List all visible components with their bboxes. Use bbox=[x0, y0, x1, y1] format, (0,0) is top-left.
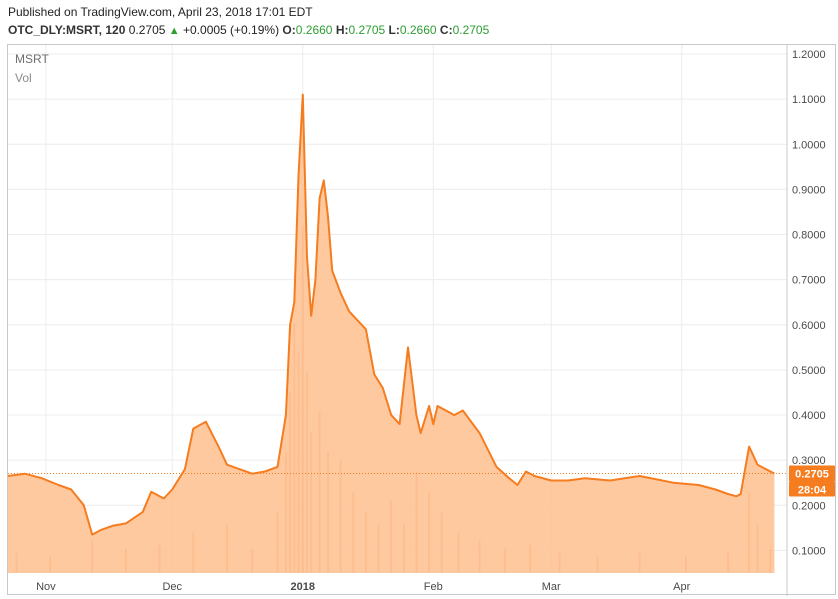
x-tick-label: Nov bbox=[36, 581, 56, 593]
high-value: 0.2705 bbox=[348, 23, 386, 37]
y-tick-label: 0.1000 bbox=[792, 545, 826, 557]
low-label: L: bbox=[388, 23, 400, 37]
legend-volume[interactable]: Vol bbox=[15, 71, 32, 85]
price-line bbox=[8, 93, 775, 536]
countdown-tag: 28:04 bbox=[798, 484, 827, 496]
y-tick-label: 0.2000 bbox=[792, 500, 826, 512]
y-axis[interactable]: 0.1000 0.2000 0.3000 0.4000 0.5000 0.6000 0.70… bbox=[792, 49, 826, 557]
x-tick-label: Dec bbox=[162, 581, 182, 593]
x-axis[interactable]: Nov Dec 2018 Feb Mar Apr bbox=[36, 581, 691, 593]
x-tick-label: Mar bbox=[542, 581, 561, 593]
countdown-tag-bg bbox=[789, 481, 835, 497]
y-tick-label: 0.5000 bbox=[792, 365, 826, 377]
high-label: H: bbox=[335, 23, 349, 37]
close-value: 0.2705 bbox=[452, 23, 490, 37]
price-tag: 0.2705 28:04 bbox=[789, 465, 835, 497]
y-tick-label: 1.2000 bbox=[792, 49, 826, 61]
close-label: C: bbox=[439, 23, 453, 37]
grid-lines bbox=[8, 45, 787, 573]
price-area bbox=[8, 94, 775, 573]
last-price: 0.2705 bbox=[128, 23, 166, 37]
x-tick-label: Apr bbox=[673, 581, 690, 593]
x-tick-label: 2018 bbox=[291, 581, 315, 593]
open-value: 0.2660 bbox=[295, 23, 333, 37]
triangle-up-icon: ▲ bbox=[168, 25, 180, 37]
legend-symbol[interactable]: MSRT bbox=[15, 52, 49, 66]
change-value: +0.0005 (+0.19%) bbox=[183, 23, 280, 37]
y-tick-label: 0.9000 bbox=[792, 184, 826, 196]
low-value: 0.2660 bbox=[399, 23, 437, 37]
y-tick-label: 1.1000 bbox=[792, 94, 826, 106]
y-tick-label: 0.7000 bbox=[792, 275, 826, 287]
chart-frame[interactable]: 0.1000 0.2000 0.3000 0.4000 0.5000 0.6000 0.70… bbox=[7, 44, 837, 596]
open-label: O: bbox=[282, 23, 296, 37]
price-chart[interactable]: 0.1000 0.2000 0.3000 0.4000 0.5000 0.6000 0.70… bbox=[8, 45, 837, 596]
y-tick-label: 0.4000 bbox=[792, 410, 826, 422]
y-tick-label: 0.6000 bbox=[792, 320, 826, 332]
symbol-label[interactable]: OTC_DLY:MSRT, 120 bbox=[8, 23, 126, 37]
y-tick-label: 1.0000 bbox=[792, 139, 826, 151]
y-tick-label: 0.8000 bbox=[792, 230, 826, 242]
published-line: Published on TradingView.com, April 23, … bbox=[8, 5, 313, 19]
last-price-tag-bg bbox=[789, 465, 835, 482]
last-price-tag: 0.2705 bbox=[795, 468, 829, 480]
quote-line: OTC_DLY:MSRT, 120 0.2705 ▲ +0.0005 (+0.1… bbox=[8, 23, 489, 37]
y-tick-label: 0.3000 bbox=[792, 455, 826, 467]
x-tick-label: Feb bbox=[424, 581, 443, 593]
